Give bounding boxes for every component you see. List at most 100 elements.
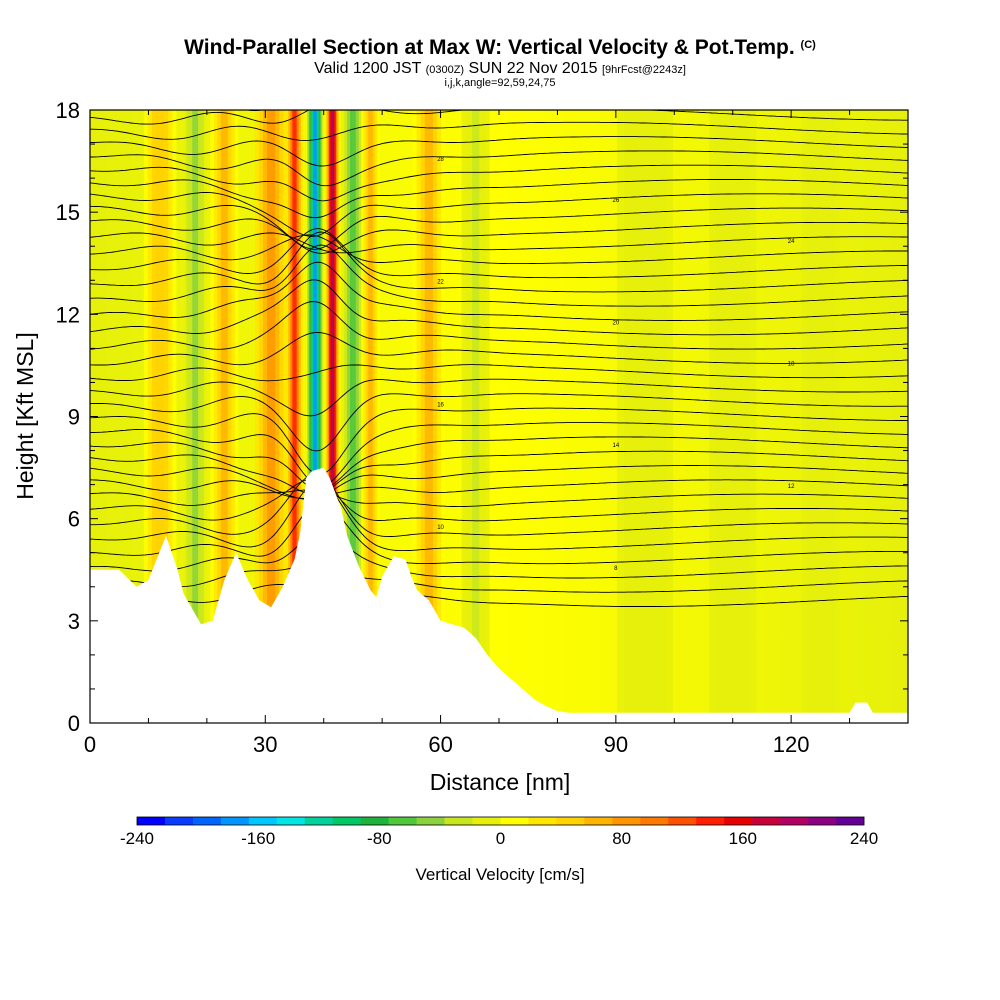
colorbar-swatch <box>808 817 837 825</box>
colorbar-swatch <box>164 817 194 825</box>
y-tick-label: 0 <box>68 711 80 736</box>
isentrope-line-12 <box>90 422 908 487</box>
velocity-column-11 <box>638 110 653 723</box>
velocity-column-4 <box>292 110 297 723</box>
x-tick-label: 60 <box>428 732 452 757</box>
colorbar-swatch <box>416 817 445 825</box>
isentrope-line-7 <box>90 489 908 508</box>
x-axis-title: Distance [nm] <box>430 769 571 795</box>
velocity-column-13 <box>815 110 826 723</box>
velocity-column-5 <box>313 110 317 723</box>
section-indices: i,j,k,angle=92,59,24,75 <box>444 77 556 89</box>
colorbar-swatch <box>248 817 278 825</box>
colorbar-label: 0 <box>496 829 505 848</box>
isentrope-line-5 <box>90 473 908 538</box>
colorbar-swatch <box>556 817 585 825</box>
isentrope-label-5: 18 <box>788 361 795 367</box>
x-tick-label: 30 <box>253 732 277 757</box>
x-tick-label: 90 <box>604 732 628 757</box>
colorbar-swatch <box>137 817 166 825</box>
y-tick-label: 9 <box>68 405 80 430</box>
velocity-column-10 <box>472 110 480 723</box>
isentrope-label-1: 26 <box>613 198 620 204</box>
colorbar-swatch <box>836 817 865 825</box>
y-tick-label: 18 <box>56 98 80 123</box>
isentrope-line-18 <box>90 301 908 350</box>
velocity-column-0 <box>156 110 165 723</box>
colorbar-title: Vertical Velocity [cm/s] <box>415 865 584 884</box>
velocity-column-3 <box>267 110 276 723</box>
isentrope-label-10: 8 <box>614 566 618 572</box>
isentrope-label-2: 24 <box>788 239 795 245</box>
velocity-column-9 <box>424 110 433 723</box>
isentrope-line-23 <box>90 228 908 279</box>
isentrope-line-17 <box>90 332 908 366</box>
velocity-column-2 <box>220 110 228 723</box>
valid-date: SUN 22 Nov 2015 <box>468 60 598 77</box>
y-axis: 0 3 6 9 12 15 18 <box>56 98 908 736</box>
isentrope-line-28 <box>90 192 908 237</box>
isentrope-line-25 <box>90 232 908 254</box>
isentrope-line-31 <box>90 150 908 187</box>
isentrope-line-6 <box>90 478 908 522</box>
y-tick-label: 6 <box>68 507 80 532</box>
velocity-column-12 <box>726 110 739 723</box>
isentrope-line-33 <box>90 121 908 141</box>
isentrope-line-9 <box>90 465 908 500</box>
velocity-column-1 <box>192 110 199 723</box>
y-tick-label: 3 <box>68 609 80 634</box>
isentrope-line-21 <box>90 244 908 307</box>
isentrope-line-16 <box>90 364 908 382</box>
x-axis: 0 30 60 90 120 <box>84 110 909 757</box>
colorbar-swatch <box>332 817 361 825</box>
colorbar-swatch <box>612 817 641 825</box>
isentrope-line-34 <box>90 110 908 125</box>
y-axis-title: Height [Kft MSL] <box>12 332 38 499</box>
colorbar-swatch <box>528 817 557 825</box>
isentrope-line-26 <box>90 218 908 254</box>
y-tick-label: 12 <box>56 302 80 327</box>
isentrope-label-9: 10 <box>437 525 444 531</box>
colorbar: -240 -160 -80 0 80 160 240 <box>120 816 878 848</box>
isentrope-line-2 <box>90 531 908 579</box>
colorbar-swatch <box>640 817 669 825</box>
colorbar-label: -80 <box>367 829 392 848</box>
chart-subtitle: Valid 1200 JST (0300Z) SUN 22 Nov 2015 [… <box>0 60 1000 78</box>
isentrope-line-29 <box>90 179 908 219</box>
colorbar-frame <box>136 816 865 826</box>
isentrope-line-15 <box>90 378 908 417</box>
isentrope-line-4 <box>90 481 908 552</box>
colorbar-swatch <box>388 817 417 825</box>
isentrope-line-35 <box>245 110 264 111</box>
colorbar-swatch <box>220 817 250 825</box>
velocity-column-8 <box>368 110 373 723</box>
colorbar-label: -240 <box>120 829 154 848</box>
isentrope-line-20 <box>90 261 908 321</box>
isentrope-label-7: 14 <box>613 443 620 449</box>
colorbar-swatch <box>724 817 753 825</box>
isentrope-line-10 <box>90 450 908 495</box>
colorbar-swatch <box>472 817 501 825</box>
colorbar-swatch <box>444 817 473 825</box>
colorbar-label: -160 <box>241 829 275 848</box>
terrain-mask <box>90 467 908 723</box>
velocity-column-7 <box>350 110 356 723</box>
x-tick-label: 120 <box>773 732 810 757</box>
isentrope-line-36 <box>90 47 908 96</box>
isentrope-label-8: 12 <box>788 484 795 490</box>
colorbar-swatch <box>276 817 306 825</box>
isentrope-label-6: 16 <box>437 402 444 408</box>
colorbar-swatch <box>752 817 781 825</box>
velocity-column-6 <box>330 110 335 723</box>
isentrope-label-0: 28 <box>437 157 444 163</box>
chart-title-units: (C) <box>800 39 816 51</box>
isentrope-line-22 <box>90 231 908 293</box>
isentrope-label-4: 20 <box>613 321 620 327</box>
colorbar-swatch <box>192 817 222 825</box>
valid-time: Valid 1200 JST <box>314 60 422 77</box>
isentrope-line-32 <box>90 136 908 167</box>
isentrope-line-37 <box>90 32 908 81</box>
colorbar-swatch <box>360 817 389 825</box>
colorbar-swatch <box>780 817 809 825</box>
